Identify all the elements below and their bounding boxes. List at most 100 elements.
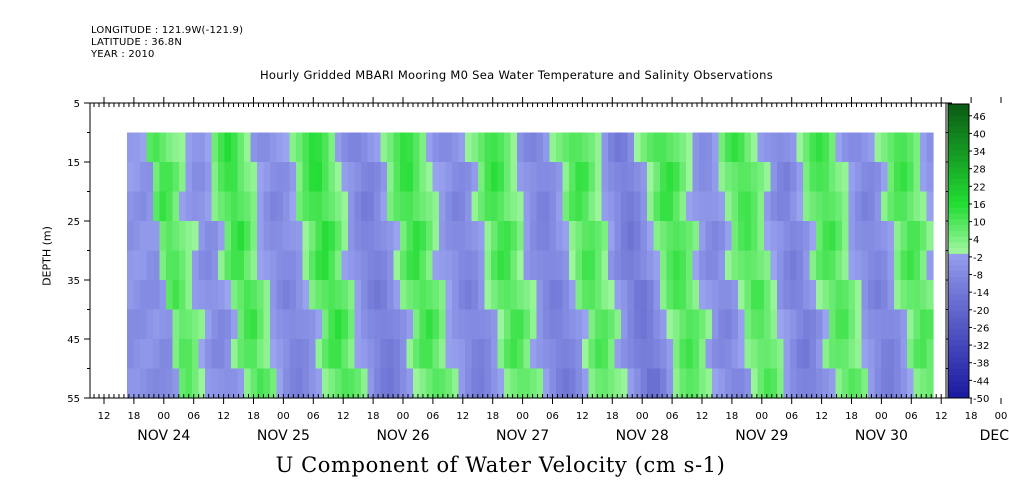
heatmap-cell (614, 339, 622, 370)
heatmap-cell (387, 250, 395, 281)
heatmap-cell (361, 339, 369, 370)
colorbar-segment (948, 386, 969, 393)
heatmap-cell (387, 221, 395, 252)
heatmap-cell (744, 280, 752, 311)
heatmap-cell (673, 280, 681, 311)
heatmap-cell (881, 368, 889, 399)
heatmap-cell (270, 339, 278, 370)
y-tick-label: 15 (67, 158, 80, 169)
x-hour-label: 00 (875, 411, 888, 422)
heatmap-cell (777, 221, 785, 252)
heatmap-cell (419, 339, 427, 370)
heatmap-cell (861, 339, 869, 370)
heatmap-cell (816, 191, 824, 222)
heatmap-cell (387, 162, 395, 193)
heatmap-cell (211, 191, 219, 222)
heatmap-cell (757, 162, 765, 193)
heatmap-cell (504, 221, 512, 252)
heatmap-cell (504, 368, 512, 399)
heatmap-cell (140, 368, 148, 399)
heatmap-cell (718, 339, 726, 370)
heatmap-cell (660, 191, 668, 222)
heatmap-cell (900, 280, 908, 311)
heatmap-cell (783, 339, 791, 370)
heatmap-cell (393, 309, 401, 340)
heatmap-cell (887, 280, 895, 311)
heatmap-cell (608, 250, 616, 281)
heatmap-cell (276, 250, 284, 281)
colorbar-segment (948, 380, 969, 387)
heatmap-cell (237, 250, 245, 281)
x-hour-label: 18 (965, 411, 978, 422)
heatmap-cell (445, 132, 453, 163)
heatmap-cell (770, 368, 778, 399)
heatmap-cell (205, 280, 213, 311)
x-hour-label: 18 (726, 411, 739, 422)
heatmap-cell (718, 309, 726, 340)
heatmap-cell (380, 280, 388, 311)
heatmap-cell (192, 280, 200, 311)
heatmap-cell (712, 132, 720, 163)
heatmap-cell (692, 221, 700, 252)
heatmap-cell (127, 368, 135, 399)
heatmap-cell (257, 191, 265, 222)
heatmap-cell (556, 368, 564, 399)
heatmap-cell (530, 280, 538, 311)
heatmap-cell (731, 191, 739, 222)
heatmap-cell (809, 221, 817, 252)
heatmap-cell (133, 162, 141, 193)
heatmap-cell (426, 132, 434, 163)
heatmap-cell (686, 221, 694, 252)
heatmap-cell (790, 191, 798, 222)
heatmap-cell (426, 368, 434, 399)
heatmap-cell (595, 339, 603, 370)
heatmap-cell (575, 162, 583, 193)
heatmap-cell (790, 368, 798, 399)
heatmap-cell (478, 368, 486, 399)
heatmap-cell (231, 280, 239, 311)
heatmap-cell (523, 191, 531, 222)
heatmap-cell (445, 191, 453, 222)
heatmap-cell (699, 191, 707, 222)
heatmap-cell (322, 221, 330, 252)
heatmap-cell (647, 339, 655, 370)
heatmap-cell (276, 221, 284, 252)
heatmap-cell (543, 250, 551, 281)
heatmap-cell (289, 368, 297, 399)
heatmap-cell (224, 191, 232, 222)
heatmap-cell (855, 221, 863, 252)
heatmap-cell (868, 339, 876, 370)
heatmap-cell (185, 191, 193, 222)
heatmap-cell (270, 221, 278, 252)
heatmap-cell (920, 162, 928, 193)
heatmap-cell (887, 250, 895, 281)
heatmap-cell (744, 132, 752, 163)
heatmap-cell (263, 309, 271, 340)
colorbar-segment (948, 288, 969, 295)
heatmap-cell (809, 162, 817, 193)
heatmap-cell (751, 309, 759, 340)
heatmap-cell (335, 309, 343, 340)
heatmap-cell (250, 309, 258, 340)
heatmap-cell (419, 162, 427, 193)
heatmap-cell (640, 368, 648, 399)
heatmap-cell (543, 221, 551, 252)
heatmap-cell (289, 280, 297, 311)
heatmap-cell (198, 339, 206, 370)
heatmap-cell (588, 132, 596, 163)
heatmap-cell (192, 309, 200, 340)
heatmap-cell (549, 339, 557, 370)
heatmap-cell (439, 368, 447, 399)
heatmap-cell (322, 368, 330, 399)
heatmap-cell (465, 280, 473, 311)
heatmap-cell (497, 250, 505, 281)
heatmap-cell (731, 280, 739, 311)
heatmap-cell (764, 309, 772, 340)
heatmap-cell (211, 339, 219, 370)
heatmap-cell (562, 280, 570, 311)
heatmap-cell (653, 162, 661, 193)
heatmap-cell (393, 250, 401, 281)
heatmap-cell (809, 309, 817, 340)
heatmap-cell (900, 191, 908, 222)
